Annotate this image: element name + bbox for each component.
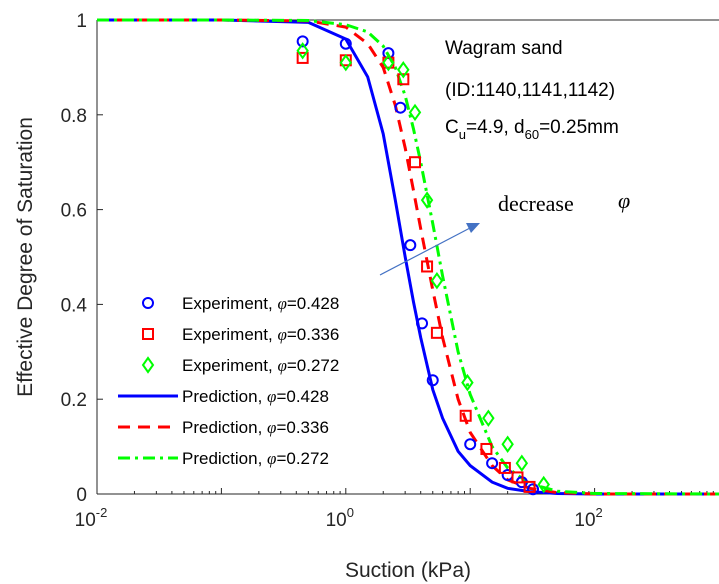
arrow-text: decrease — [498, 191, 574, 216]
diamond-marker — [420, 191, 434, 209]
params-label: Cu=4.9, d60=0.25mm — [445, 117, 619, 142]
diamond-marker — [296, 42, 309, 60]
diamond-marker — [430, 271, 444, 290]
square-marker — [142, 328, 154, 340]
square-marker — [498, 461, 511, 474]
legend: Experiment, φ=0.428 Experiment, φ=0.336 Ex… — [118, 294, 339, 468]
diamond-marker — [537, 475, 550, 494]
circle-marker — [464, 438, 477, 451]
square-marker — [397, 73, 410, 86]
legend-entry-label: Prediction, φ=0.272 — [182, 449, 329, 468]
annotation-block: Wagram sand (ID:1140,1141,1142) Cu=4.9, … — [379, 38, 630, 276]
circle-marker — [416, 317, 429, 330]
experiment-markers — [296, 35, 550, 496]
square-marker — [421, 260, 434, 273]
circle-marker — [142, 297, 154, 309]
y-tick-label: 1 — [76, 11, 87, 32]
square-marker — [523, 480, 536, 493]
circle-marker — [404, 239, 417, 252]
y-tick-label: 0.2 — [61, 390, 87, 411]
square-marker — [480, 442, 493, 455]
square-marker — [409, 156, 422, 169]
circle-marker — [527, 483, 540, 496]
square-marker — [430, 326, 443, 339]
y-tick-label: 0.8 — [61, 106, 87, 127]
material-label: Wagram sand — [445, 38, 563, 59]
circle-marker — [296, 35, 309, 48]
axes: 0 0.2 0.4 0.6 0.8 1 10-2 100 102 Suction (kPa) Eff… — [14, 11, 719, 582]
diamond-marker — [141, 356, 155, 374]
circle-marker — [426, 374, 439, 387]
diamond-marker — [515, 454, 529, 472]
d60-subscript: 60 — [525, 127, 539, 142]
square-marker — [511, 471, 524, 484]
diamond-marker — [482, 409, 495, 427]
circle-marker — [394, 101, 407, 114]
cu-subscript: u — [459, 127, 466, 142]
square-marker — [459, 409, 472, 422]
diamond-marker — [397, 61, 410, 79]
y-tick-label: 0.4 — [61, 295, 88, 316]
legend-entry-label: Prediction, φ=0.428 — [182, 387, 329, 406]
circle-marker — [486, 457, 499, 470]
d60-value: =0.25mm — [539, 117, 619, 138]
y-axis-label: Effective Degree of Saturation — [14, 117, 37, 397]
circle-marker — [339, 37, 352, 50]
y-tick-label: 0 — [76, 485, 87, 506]
diamond-marker — [382, 53, 395, 72]
arrow-phi-symbol: φ — [618, 188, 630, 213]
legend-entry-label: Experiment, φ=0.428 — [182, 294, 339, 313]
cu-value: =4.9, d — [466, 117, 525, 138]
legend-entry-label: Experiment, φ=0.272 — [182, 356, 339, 375]
diamond-marker — [339, 53, 353, 72]
prediction-line — [97, 18, 719, 496]
legend-entry-label: Experiment, φ=0.336 — [182, 325, 339, 344]
diamond-marker — [408, 103, 422, 122]
id-label: (ID:1140,1141,1142) — [445, 80, 615, 101]
diamond-marker — [501, 435, 514, 453]
x-tick-label: 100 — [326, 505, 354, 531]
cu-label: C — [445, 117, 459, 138]
legend-entry-label: Prediction, φ=0.336 — [182, 418, 329, 437]
diamond-marker — [461, 373, 474, 392]
decrease-arrow — [379, 223, 480, 276]
x-tick-label: 10-2 — [75, 505, 108, 531]
x-tick-label: 102 — [574, 505, 602, 531]
x-axis-label: Suction (kPa) — [345, 559, 471, 582]
square-marker — [296, 51, 309, 64]
y-tick-label: 0.6 — [61, 201, 87, 222]
